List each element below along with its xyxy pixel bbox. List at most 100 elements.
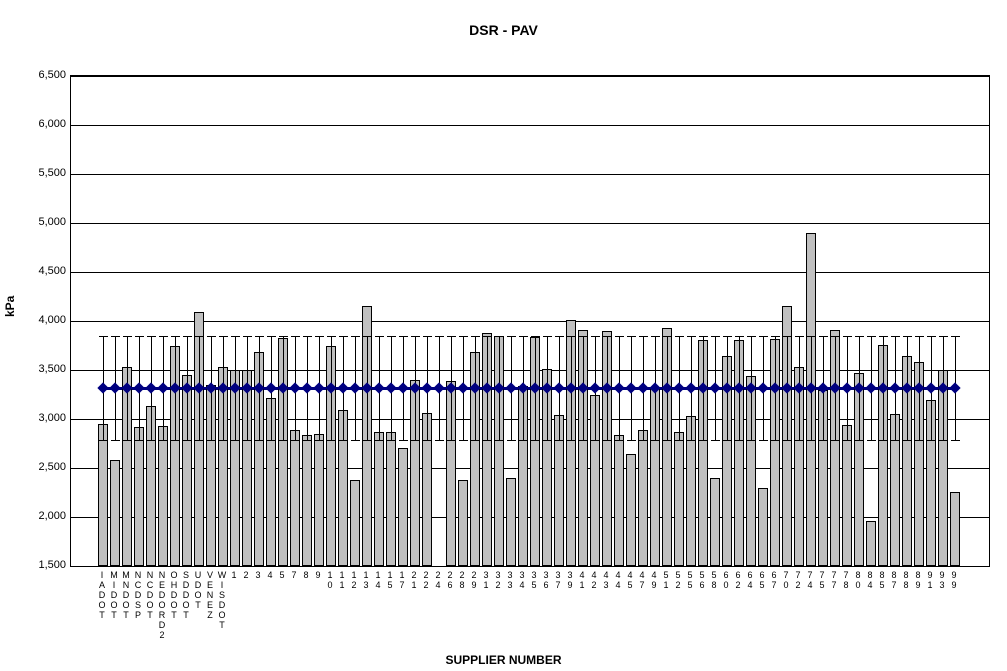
x-tick-label: 21 xyxy=(409,570,419,590)
error-cap-bottom xyxy=(531,440,540,441)
error-cap-top xyxy=(543,336,552,337)
error-cap-bottom xyxy=(279,440,288,441)
x-tick-label: 58 xyxy=(709,570,719,590)
x-tick-label: 85 xyxy=(877,570,887,590)
x-tick-label: 33 xyxy=(505,570,515,590)
x-tick-label: 24 xyxy=(433,570,443,590)
error-cap-bottom xyxy=(687,440,696,441)
x-tick-label: 9 xyxy=(313,570,323,580)
x-tick-label: 5 xyxy=(277,570,287,580)
error-cap-top xyxy=(399,336,408,337)
error-cap-top xyxy=(591,336,600,337)
reference-marker xyxy=(685,382,696,393)
x-tick-label: 91 xyxy=(925,570,935,590)
x-tick-label: MIDOT xyxy=(109,570,119,620)
error-cap-bottom xyxy=(951,440,960,441)
error-cap-bottom xyxy=(459,440,468,441)
gridline xyxy=(71,76,989,77)
error-cap-top xyxy=(687,336,696,337)
x-tick-label: IADOT xyxy=(97,570,107,620)
error-cap-bottom xyxy=(807,440,816,441)
error-cap-bottom xyxy=(399,440,408,441)
x-tick-label: 13 xyxy=(361,570,371,590)
error-cap-bottom xyxy=(447,440,456,441)
error-cap-bottom xyxy=(303,440,312,441)
error-cap-top xyxy=(231,336,240,337)
error-cap-top xyxy=(759,336,768,337)
error-cap-bottom xyxy=(579,440,588,441)
bar xyxy=(158,426,168,566)
reference-marker xyxy=(421,382,432,393)
x-tick-label: 74 xyxy=(805,570,815,590)
x-tick-label: 60 xyxy=(721,570,731,590)
x-tick-label: 84 xyxy=(865,570,875,590)
reference-marker xyxy=(397,382,408,393)
x-tick-label: 44 xyxy=(613,570,623,590)
error-cap-top xyxy=(351,336,360,337)
y-tick-label: 2,500 xyxy=(32,461,66,473)
x-tick-label: 51 xyxy=(661,570,671,590)
gridline xyxy=(71,223,989,224)
error-cap-top xyxy=(855,336,864,337)
error-cap-top xyxy=(339,336,348,337)
x-tick-label: 52 xyxy=(673,570,683,590)
x-tick-label: 93 xyxy=(937,570,947,590)
x-tick-label: 1 xyxy=(229,570,239,580)
error-cap-top xyxy=(723,336,732,337)
x-tick-label: 89 xyxy=(913,570,923,590)
reference-marker xyxy=(289,382,300,393)
error-cap-top xyxy=(639,336,648,337)
error-cap-top xyxy=(99,336,108,337)
error-cap-top xyxy=(807,336,816,337)
y-tick-label: 3,000 xyxy=(32,412,66,424)
x-tick-label: 78 xyxy=(841,570,851,590)
bar xyxy=(842,425,852,566)
reference-marker xyxy=(457,382,468,393)
error-cap-bottom xyxy=(591,440,600,441)
error-cap-top xyxy=(459,336,468,337)
x-tick-label: 3 xyxy=(253,570,263,580)
x-tick-label: 7 xyxy=(289,570,299,580)
x-tick-label: 31 xyxy=(481,570,491,590)
x-tick-label: 35 xyxy=(529,570,539,590)
error-cap-bottom xyxy=(891,440,900,441)
reference-marker xyxy=(889,382,900,393)
bar xyxy=(674,432,684,566)
error-cap-top xyxy=(867,336,876,337)
x-tick-label: 65 xyxy=(757,570,767,590)
reference-marker xyxy=(865,382,876,393)
reference-marker xyxy=(145,382,156,393)
error-cap-bottom xyxy=(639,440,648,441)
error-cap-top xyxy=(831,336,840,337)
error-cap-top xyxy=(735,336,744,337)
gridline xyxy=(71,566,989,567)
reference-marker xyxy=(133,382,144,393)
error-cap-bottom xyxy=(255,440,264,441)
x-tick-label: 12 xyxy=(349,570,359,590)
bar xyxy=(614,435,624,566)
y-tick-label: 5,000 xyxy=(32,216,66,228)
error-cap-top xyxy=(207,336,216,337)
chart-container: DSR - PAV kPa SUPPLIER NUMBER 1,5002,000… xyxy=(0,0,1007,671)
error-cap-top xyxy=(579,336,588,337)
x-tick-label: VENEZ xyxy=(205,570,215,620)
error-cap-top xyxy=(939,336,948,337)
reference-marker xyxy=(97,382,108,393)
bar xyxy=(710,478,720,566)
error-cap-top xyxy=(747,336,756,337)
error-cap-top xyxy=(843,336,852,337)
bar xyxy=(314,434,324,566)
error-cap-top xyxy=(315,336,324,337)
error-cap-bottom xyxy=(819,440,828,441)
error-cap-top xyxy=(495,336,504,337)
x-tick-label: 77 xyxy=(829,570,839,590)
x-tick-label: 10 xyxy=(325,570,335,590)
error-cap-top xyxy=(183,336,192,337)
error-cap-bottom xyxy=(675,440,684,441)
bar xyxy=(302,435,312,566)
x-tick-label: OHDOT xyxy=(169,570,179,620)
error-cap-top xyxy=(111,336,120,337)
error-cap-top xyxy=(447,336,456,337)
reference-marker xyxy=(673,382,684,393)
bar xyxy=(398,448,408,566)
